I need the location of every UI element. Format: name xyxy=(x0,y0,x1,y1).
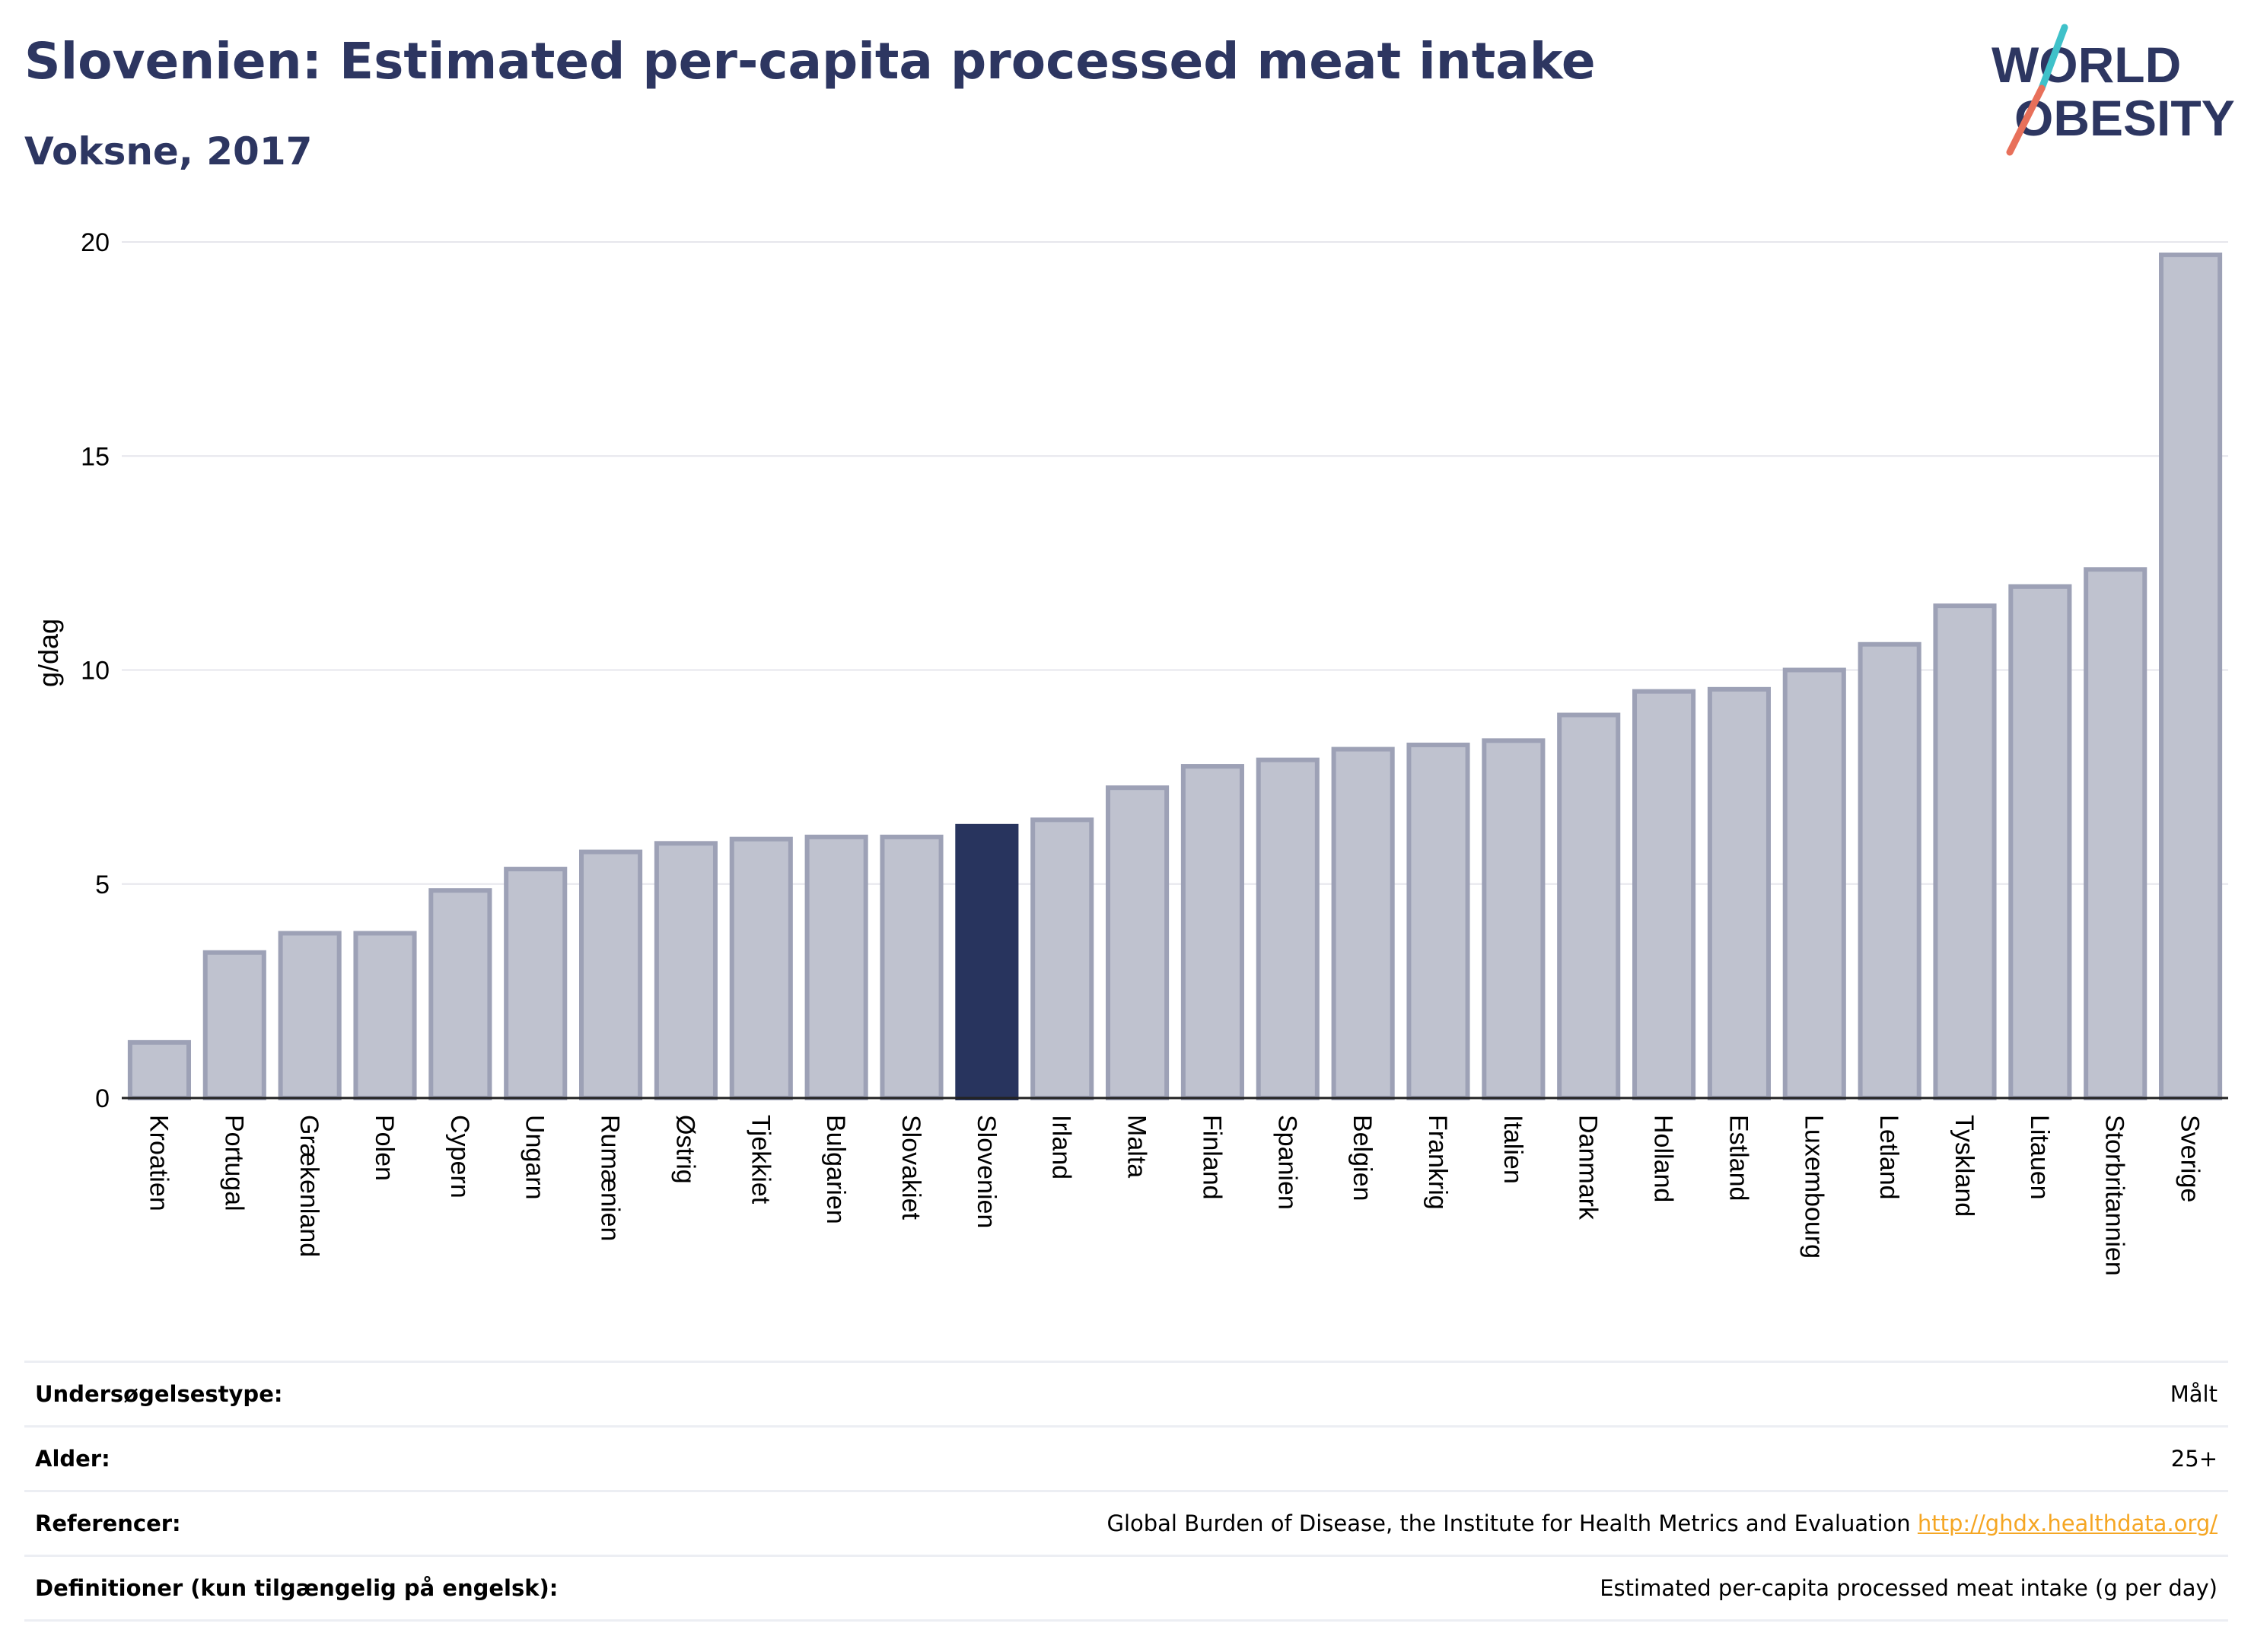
bar xyxy=(1632,689,1696,1100)
info-value: Global Burden of Disease, the Institute … xyxy=(740,1490,2228,1556)
bar xyxy=(1406,742,1470,1100)
bar xyxy=(1180,764,1244,1100)
x-tick-label: Polen xyxy=(370,1115,399,1181)
bar xyxy=(1782,667,1846,1100)
x-tick-label: Tjekkiet xyxy=(746,1115,775,1205)
bar xyxy=(278,931,342,1100)
y-tick-label: 5 xyxy=(95,871,110,899)
x-tick-label: Luxembourg xyxy=(1799,1115,1828,1259)
y-axis-label: g/dag xyxy=(33,619,64,687)
tick-labels: 0 5 10 15 20 Kroatien Portugal Grækenland Polen C… xyxy=(81,228,2204,1276)
bar xyxy=(2084,567,2148,1100)
x-tick-label: Grækenland xyxy=(295,1115,323,1257)
x-tick-label: Storbritannien xyxy=(2100,1115,2129,1276)
x-tick-label: Belgien xyxy=(1348,1115,1377,1201)
bar-chart: 0 5 10 15 20 Kroatien Portugal Grækenland Polen C… xyxy=(33,228,2228,1276)
info-value: Målt xyxy=(740,1361,2228,1427)
info-row-references: Referencer: Global Burden of Disease, th… xyxy=(24,1490,2228,1556)
bar xyxy=(2159,252,2223,1100)
x-tick-label: Holland xyxy=(1649,1115,1678,1202)
bar xyxy=(428,888,492,1100)
info-label: Undersøgelsestype: xyxy=(24,1361,740,1427)
info-label: Alder: xyxy=(24,1425,740,1491)
bar xyxy=(1331,746,1395,1100)
chart-title: Slovenien: Estimated per-capita processe… xyxy=(24,32,1596,91)
y-tick-label: 20 xyxy=(81,228,110,257)
bar xyxy=(127,1039,191,1100)
x-tick-label: Frankrig xyxy=(1423,1115,1452,1210)
bar xyxy=(880,834,944,1100)
x-tick-label: Danmark xyxy=(1574,1115,1603,1221)
x-tick-label: Irland xyxy=(1047,1115,1076,1179)
logo-slash-teal xyxy=(2038,24,2068,92)
logo-text-obesity: OBESITY xyxy=(2014,90,2235,146)
x-tick-label: Litauen xyxy=(2025,1115,2054,1200)
bar xyxy=(353,931,417,1100)
info-value: Estimated per-capita processed meat inta… xyxy=(740,1555,2228,1622)
logo-slash-coral xyxy=(2006,84,2046,156)
chart-subtitle: Voksne, 2017 xyxy=(24,129,313,173)
bar xyxy=(579,849,643,1100)
bar xyxy=(202,950,266,1100)
bar xyxy=(1933,603,1997,1100)
bar xyxy=(729,836,793,1100)
bar xyxy=(1106,785,1170,1100)
bar xyxy=(1858,641,1921,1100)
x-tick-label: Rumænien xyxy=(596,1115,625,1241)
info-label: Definitioner (kun tilgængelig på engelsk… xyxy=(24,1555,740,1622)
x-tick-label: Finland xyxy=(1197,1115,1226,1200)
bar xyxy=(654,841,718,1100)
info-label: Referencer: xyxy=(24,1490,740,1556)
info-value: 25+ xyxy=(740,1425,2228,1491)
info-table: Undersøgelsestype: Målt Alder: 25+ Refer… xyxy=(24,1361,2228,1622)
bar-highlight xyxy=(955,823,1019,1100)
y-tick-label: 10 xyxy=(81,657,110,686)
x-tick-label: Slovenien xyxy=(972,1115,1001,1228)
x-tick-label: Slovakiet xyxy=(896,1115,925,1221)
bar xyxy=(504,867,568,1100)
x-tick-label: Italien xyxy=(1498,1115,1527,1184)
y-tick-label: 15 xyxy=(81,442,110,471)
reference-link[interactable]: http://ghdx.healthdata.org/ xyxy=(1917,1510,2218,1536)
bar xyxy=(1256,757,1320,1100)
world-obesity-logo: WORLD OBESITY xyxy=(1992,24,2235,156)
bar xyxy=(1482,738,1546,1100)
x-tick-label: Ungarn xyxy=(521,1115,549,1200)
logo-text-world: WORLD xyxy=(1992,37,2181,93)
y-tick-label: 0 xyxy=(95,1084,110,1113)
info-row-age: Alder: 25+ xyxy=(24,1425,2228,1491)
info-row-definitions: Definitioner (kun tilgængelig på engelsk… xyxy=(24,1555,2228,1622)
x-tick-label: Tyskland xyxy=(1950,1115,1979,1217)
x-tick-label: Østrig xyxy=(670,1115,699,1184)
bar xyxy=(1707,686,1771,1100)
info-row-survey-type: Undersøgelsestype: Målt xyxy=(24,1361,2228,1427)
bar xyxy=(2008,584,2072,1100)
bars xyxy=(127,252,2223,1100)
x-tick-label: Bulgarien xyxy=(821,1115,850,1224)
x-tick-label: Sverige xyxy=(2176,1115,2205,1202)
x-tick-label: Malta xyxy=(1122,1115,1151,1178)
x-tick-label: Portugal xyxy=(219,1115,248,1211)
x-tick-label: Kroatien xyxy=(144,1115,173,1211)
x-tick-label: Cypern xyxy=(445,1115,474,1198)
x-tick-label: Spanien xyxy=(1272,1115,1301,1210)
x-tick-label: Letland xyxy=(1874,1115,1903,1200)
bar xyxy=(1030,817,1094,1100)
bar xyxy=(804,834,868,1100)
bar xyxy=(1557,712,1621,1100)
reference-text: Global Burden of Disease, the Institute … xyxy=(1106,1510,1911,1536)
x-tick-label: Estland xyxy=(1724,1115,1753,1201)
